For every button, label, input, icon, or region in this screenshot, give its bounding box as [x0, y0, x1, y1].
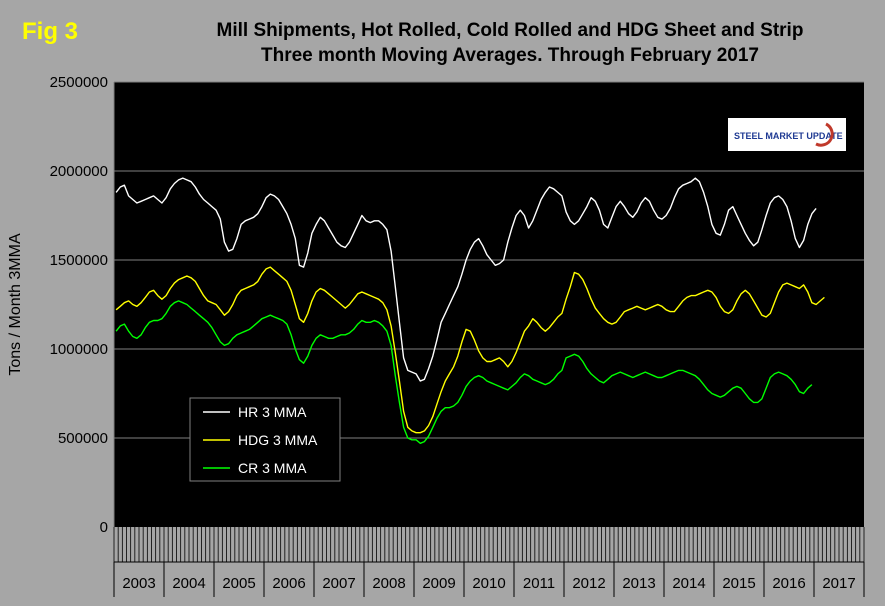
y-axis-label: Tons / Month 3MMA: [7, 233, 24, 376]
year-label: 2005: [222, 575, 255, 592]
y-tick-label: 1500000: [50, 252, 108, 269]
year-label: 2014: [672, 575, 705, 592]
logo-swoosh-icon: [815, 122, 834, 147]
chart-title-line-2: Three month Moving Averages. Through Feb…: [261, 45, 759, 66]
year-label: 2004: [172, 575, 205, 592]
series-lines: [115, 177, 825, 444]
year-label: 2006: [272, 575, 305, 592]
y-tick-label: 0: [100, 519, 108, 536]
y-tick-label: 2500000: [50, 74, 108, 91]
logo-text: STEEL MARKET UPDATE: [734, 131, 843, 141]
legend: HR 3 MMA HDG 3 MMA CR 3 MMA: [189, 397, 341, 482]
year-label: 2013: [622, 575, 655, 592]
legend-label: HR 3 MMA: [238, 404, 307, 420]
year-label: 2012: [572, 575, 605, 592]
year-label: 2008: [372, 575, 405, 592]
steel-market-update-logo: STEEL MARKET UPDATE: [728, 118, 846, 151]
year-label: 2011: [523, 575, 555, 592]
series-line-cr: [115, 300, 813, 444]
year-label: 2007: [322, 575, 355, 592]
y-tick-label: 1000000: [50, 341, 108, 358]
x-axis: 2003 2004 2005 2006 2007 2008 2009 2010 2011 2012…: [113, 82, 865, 597]
gridlines: [114, 81, 864, 439]
year-label: 2016: [772, 575, 805, 592]
year-label: 2003: [122, 575, 155, 592]
figure-label: Fig 3: [22, 18, 79, 45]
y-tick-label: 500000: [58, 430, 108, 447]
year-label: 2015: [722, 575, 755, 592]
year-label: 2009: [422, 575, 455, 592]
y-axis: 0 500000 1000000 1500000 2000000 2500000: [50, 74, 108, 536]
year-label: 2017: [822, 575, 855, 592]
series-line-hr: [115, 177, 817, 382]
legend-label: HDG 3 MMA: [238, 432, 318, 448]
series-line-hdg: [115, 266, 825, 434]
chart-title-line-1: Mill Shipments, Hot Rolled, Cold Rolled …: [216, 20, 804, 41]
y-tick-label: 2000000: [50, 163, 108, 180]
legend-label: CR 3 MMA: [238, 460, 307, 476]
year-label: 2010: [472, 575, 505, 592]
